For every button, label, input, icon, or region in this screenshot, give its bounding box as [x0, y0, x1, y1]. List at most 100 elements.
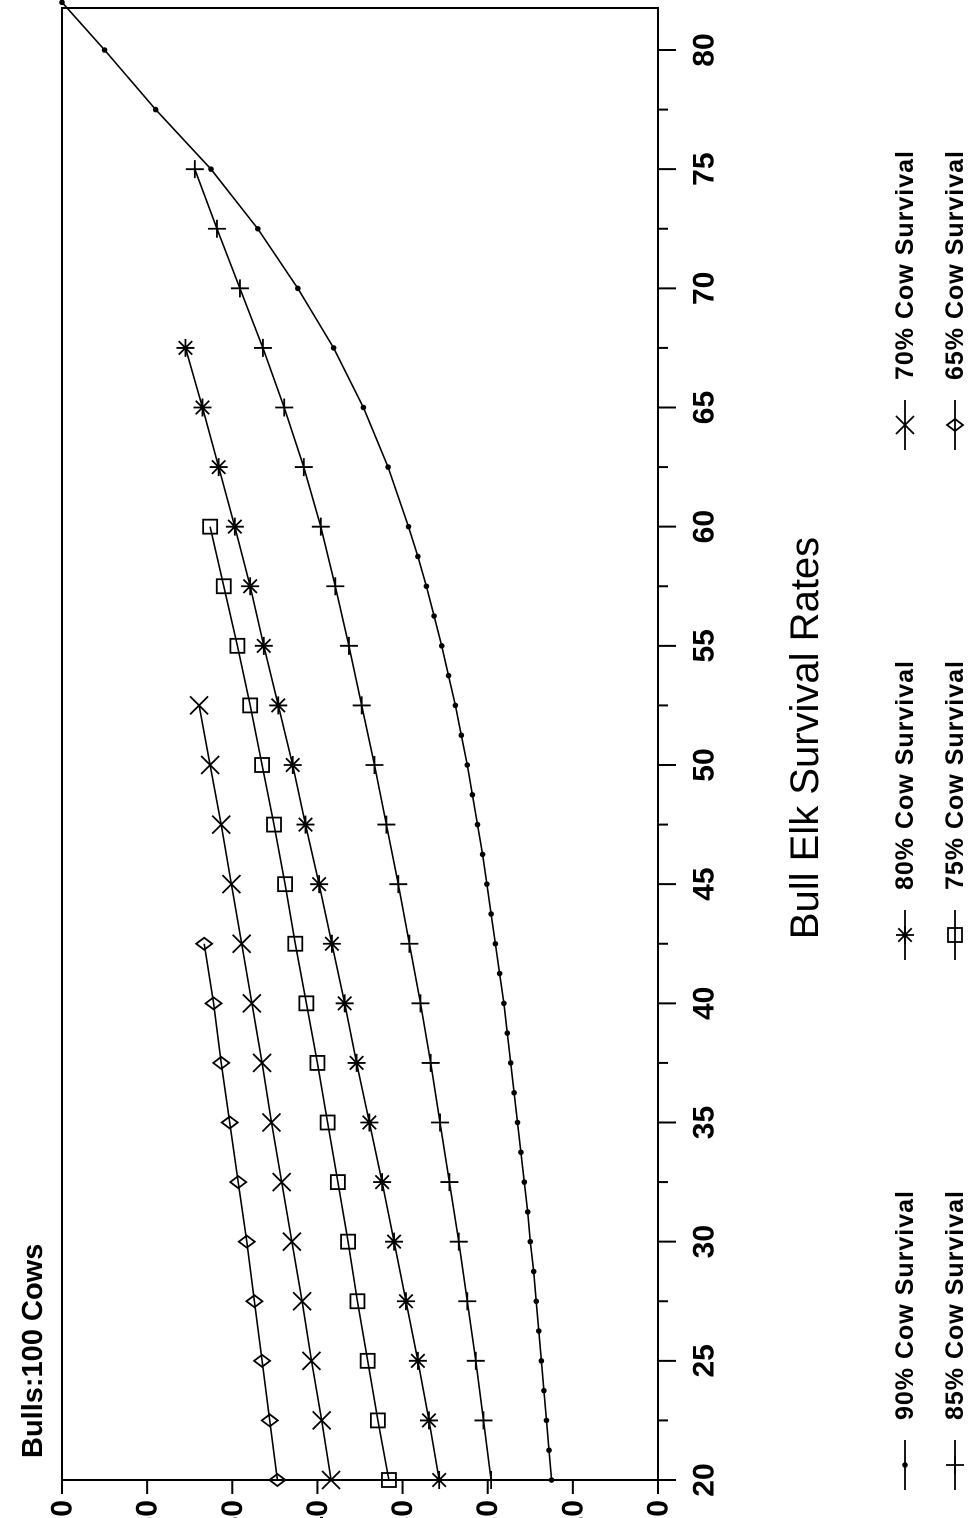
marker-dot [101, 47, 108, 53]
marker-asterisk [430, 1471, 449, 1489]
marker-cross [261, 1112, 282, 1133]
x-tick-label: 35 [688, 1106, 721, 1139]
x-axis-label: Bull Elk Survival Rates [783, 537, 827, 939]
marker-dot [521, 1179, 528, 1185]
marker-dot [415, 553, 421, 560]
marker-diamond [252, 1353, 272, 1368]
marker-plus [440, 1173, 459, 1192]
marker-plus [421, 1053, 440, 1072]
marker-dot [536, 1328, 542, 1334]
marker-asterisk [360, 1113, 379, 1132]
marker-asterisk [408, 1351, 427, 1370]
marker-cross [301, 1351, 322, 1371]
marker-dot [511, 1089, 517, 1096]
marker-square [309, 1055, 326, 1071]
marker-square [381, 1472, 397, 1488]
marker-dot [533, 1298, 540, 1305]
marker-plus [466, 1351, 485, 1370]
series-markers-4 [189, 695, 341, 1490]
marker-cross [312, 1410, 332, 1431]
marker-plus [326, 577, 345, 596]
marker-plus [377, 815, 396, 834]
legend-label: 80% Cow Survival [891, 660, 919, 890]
marker-plus [339, 636, 358, 655]
marker-square [254, 757, 270, 773]
x-tick-label: 65 [688, 391, 721, 424]
marker-cross [211, 814, 231, 835]
y-ticks: 0 10 20 30 40 50 60 70 [46, 1480, 675, 1518]
series-markers-0 [59, 0, 555, 1483]
legend-marker [946, 1456, 964, 1474]
legend-label: 90% Cow Survival [891, 1190, 919, 1420]
series-markers-3 [202, 518, 397, 1488]
y-tick-label: 20 [471, 1500, 504, 1518]
marker-asterisk [269, 696, 288, 715]
legend-item: 70% Cow Survival [891, 150, 919, 450]
marker-dot [474, 821, 481, 828]
marker-plus [400, 934, 419, 953]
marker-asterisk [176, 338, 195, 357]
marker-asterisk [209, 458, 228, 477]
marker-cross [221, 874, 242, 894]
marker-asterisk [296, 815, 315, 834]
marker-plus [253, 338, 272, 357]
marker-diamond [194, 936, 214, 951]
y-tick-label: 10 [556, 1500, 589, 1518]
legend: 90% Cow Survival 85% Cow Survival 80% Cow … [891, 150, 969, 1490]
marker-diamond [228, 1174, 248, 1190]
marker-plus [365, 756, 384, 774]
x-tick-label: 40 [688, 987, 721, 1020]
legend-label: 70% Cow Survival [891, 150, 919, 380]
marker-asterisk [347, 1053, 366, 1072]
marker-square [349, 1293, 366, 1310]
marker-asterisk [396, 1292, 415, 1311]
marker-cross [242, 993, 262, 1013]
legend-label: 85% Cow Survival [941, 1190, 969, 1420]
y-tick-label: 0 [642, 1500, 675, 1517]
marker-asterisk [310, 875, 329, 894]
marker-dot [496, 970, 503, 977]
marker-cross [252, 1053, 272, 1073]
marker-dot [501, 1000, 507, 1007]
marker-plus [185, 160, 204, 179]
marker-plus [275, 398, 294, 417]
marker-asterisk [254, 636, 273, 655]
legend-marker [895, 415, 915, 435]
marker-diamond [244, 1294, 264, 1309]
series-line-5 [203, 943, 279, 1481]
x-tick-label: 20 [688, 1463, 721, 1496]
marker-dot [385, 464, 391, 470]
marker-diamond [260, 1413, 280, 1428]
marker-dot [360, 404, 367, 411]
x-tick-label: 50 [688, 748, 721, 781]
plot-frame [61, 7, 659, 1481]
marker-asterisk [419, 1411, 438, 1430]
marker-square [319, 1114, 336, 1131]
x-tick-label: 55 [688, 629, 721, 662]
marker-dot [445, 672, 452, 679]
marker-cross [292, 1291, 312, 1311]
marker-dot [504, 1030, 511, 1036]
marker-plus [431, 1113, 450, 1132]
marker-square [277, 876, 293, 893]
series-line-0 [61, 1, 553, 1481]
legend-label: 75% Cow Survival [941, 660, 969, 890]
x-ticks: 20 25 30 35 40 45 50 55 60 65 70 75 80 [658, 33, 721, 1497]
marker-dot [492, 940, 499, 947]
y-tick-label: 30 [386, 1500, 419, 1518]
marker-dot [152, 106, 159, 113]
marker-dot [538, 1358, 545, 1364]
marker-dot [484, 881, 490, 887]
marker-dot [452, 702, 459, 709]
marker-diamond [267, 1472, 287, 1488]
marker-square [287, 935, 304, 952]
marker-square [229, 637, 246, 654]
marker-plus [352, 696, 371, 715]
marker-plus [230, 279, 249, 298]
marker-dot [546, 1447, 552, 1454]
marker-dot [59, 0, 65, 6]
marker-plus [474, 1411, 493, 1430]
marker-dot [464, 762, 471, 768]
marker-cross [272, 1172, 292, 1192]
